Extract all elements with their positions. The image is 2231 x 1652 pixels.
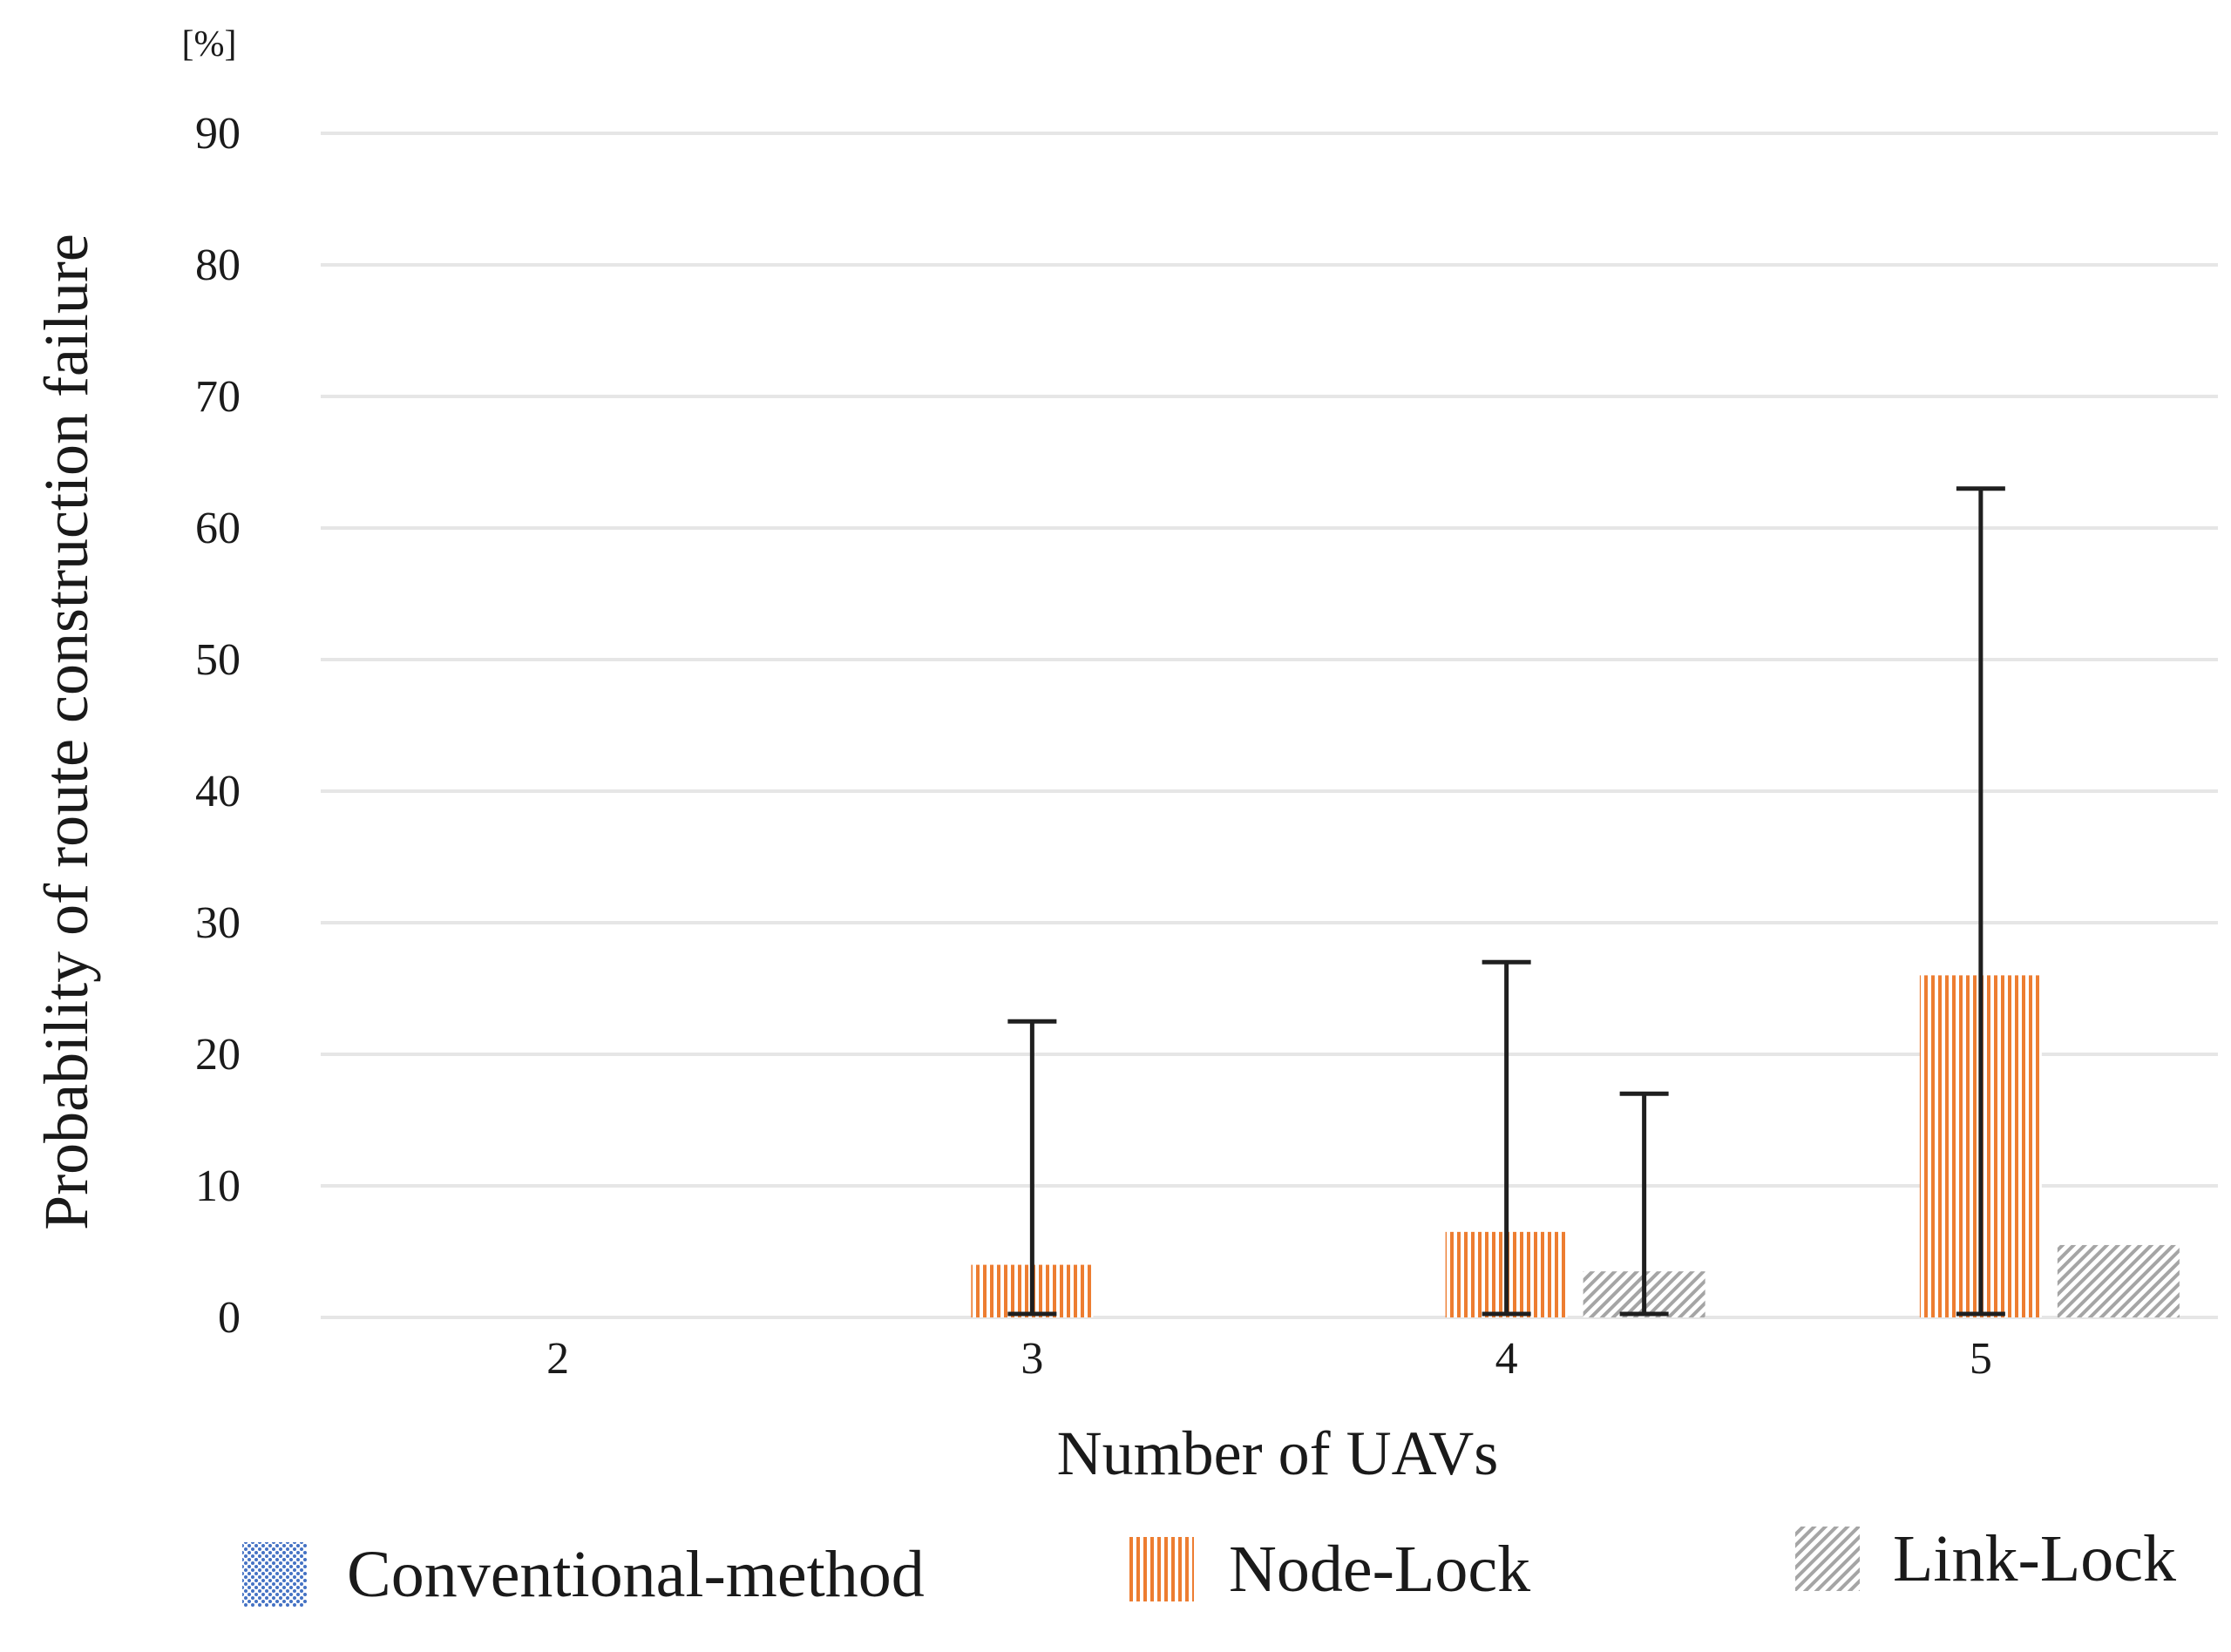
y-tick-label: 90 (195, 109, 241, 159)
x-tick-label: 4 (1495, 1334, 1518, 1384)
y-tick-label: 10 (195, 1161, 241, 1211)
legend-label: Conventional-method (347, 1538, 925, 1611)
error-bar-link-lock-4 (1619, 1091, 1669, 1317)
gridlines (321, 132, 2218, 1319)
y-tick-label: 0 (218, 1293, 241, 1343)
error-bars (1007, 486, 2005, 1317)
y-tick-label: 80 (195, 240, 241, 290)
legend: Conventional-method Node-Lock Link-Lock (242, 1522, 2176, 1611)
legend-label: Link-Lock (1893, 1522, 2176, 1595)
y-tick-label: 50 (195, 635, 241, 685)
legend-swatch (1129, 1537, 1194, 1601)
x-tick-label: 5 (1970, 1334, 1992, 1384)
x-tick-label: 3 (1021, 1334, 1043, 1384)
y-tick-label: 40 (195, 767, 241, 816)
y-tick-label: 30 (195, 898, 241, 948)
legend-label: Node-Lock (1229, 1533, 1530, 1606)
legend-item-conventional-method: Conventional-method (242, 1538, 925, 1611)
bars (971, 975, 2180, 1317)
x-axis-ticks: 2 3 4 5 (546, 1334, 1992, 1384)
y-axis-ticks: 0 10 20 30 40 50 60 70 80 90 (195, 109, 241, 1343)
y-axis-unit: [%] (182, 24, 237, 64)
y-axis-title: Probability of route construction failur… (31, 234, 101, 1230)
error-bar-node-lock-3 (1007, 1019, 1057, 1317)
y-tick-label: 20 (195, 1030, 241, 1080)
error-bar-node-lock-5 (1956, 486, 2005, 1317)
legend-swatch (1795, 1527, 1860, 1591)
y-tick-label: 60 (195, 504, 241, 553)
y-tick-label: 70 (195, 372, 241, 422)
bar-link-lock-5 (2057, 1244, 2180, 1317)
legend-item-node-lock: Node-Lock (1129, 1533, 1530, 1606)
legend-item-link-lock: Link-Lock (1795, 1522, 2176, 1595)
error-bar-node-lock-4 (1482, 959, 1531, 1317)
x-axis-title: Number of UAVs (1057, 1418, 1499, 1488)
x-tick-label: 2 (546, 1334, 569, 1384)
legend-swatch (242, 1542, 307, 1607)
